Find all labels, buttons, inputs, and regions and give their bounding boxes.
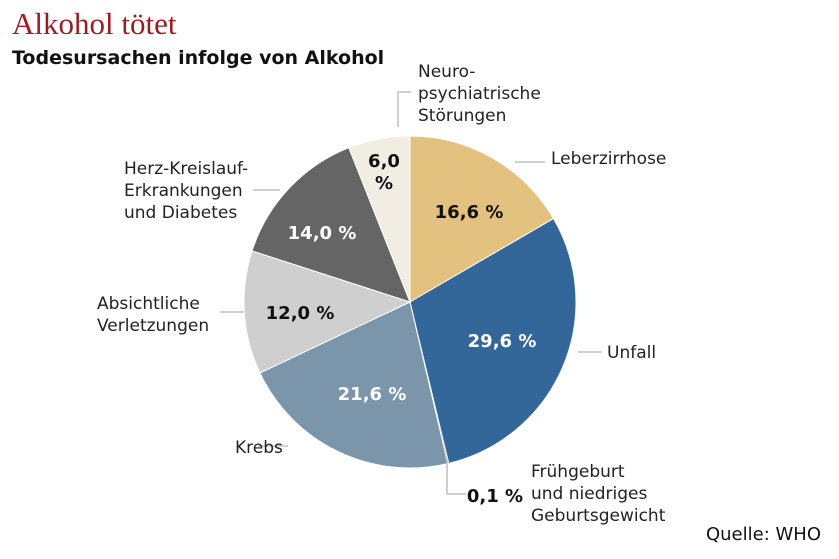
value-label-krebs: 21,6 % xyxy=(338,384,407,405)
pie-slice-herz-kreislauf-erkrankungen-und-diabetes xyxy=(251,147,411,303)
pie-slice-krebs xyxy=(259,301,449,469)
value-label-neuropsychiatrische-storungen: 6,0% xyxy=(368,151,400,194)
pie-slice-leberzirrhose xyxy=(409,135,555,303)
source-note: Quelle: WHO xyxy=(705,524,821,545)
pie-slice-unfall xyxy=(409,217,577,465)
pie-slice-neuropsychiatrische-storungen xyxy=(348,135,411,303)
category-label-absichtliche-verletzungen: Absichtliche Verletzungen xyxy=(97,294,209,336)
value-label-leberzirrhose: 16,6 % xyxy=(435,202,504,223)
category-label-unfall: Unfall xyxy=(607,343,656,363)
category-label-krebs: Krebs xyxy=(235,438,283,458)
chart-title: Alkohol tötet xyxy=(12,6,177,41)
value-label-absichtliche-verletzungen: 12,0 % xyxy=(266,303,335,324)
value-label-herz-kreislauf-erkrankungen-und-diabetes: 14,0 % xyxy=(288,223,357,244)
category-label-leberzirrhose: Leberzirrhose xyxy=(551,149,666,169)
chart-subtitle: Todesursachen infolge von Alkohol xyxy=(12,47,385,69)
category-label-fruhgeburt-und-niedriges-geburtsgewicht: Frühgeburt und niedriges Geburtsgewicht xyxy=(531,462,666,526)
pie-slice-absichtliche-verletzungen xyxy=(243,250,412,374)
leader-line-neuropsychiatrische-storungen xyxy=(397,91,411,127)
value-label-unfall: 29,6 % xyxy=(468,331,537,352)
category-label-neuropsychiatrische-storungen: Neuro-psychiatrische Störungen xyxy=(418,62,541,126)
category-label-herz-kreislauf-erkrankungen-und-diabetes: Herz-Kreislauf-Erkrankungen und Diabetes xyxy=(124,159,248,223)
value-label-fruhgeburt-und-niedriges-geburtsgewicht: 0,1 % xyxy=(467,486,523,507)
leader-line-fruhgeburt-und-niedriges-geburtsgewicht xyxy=(446,462,466,495)
